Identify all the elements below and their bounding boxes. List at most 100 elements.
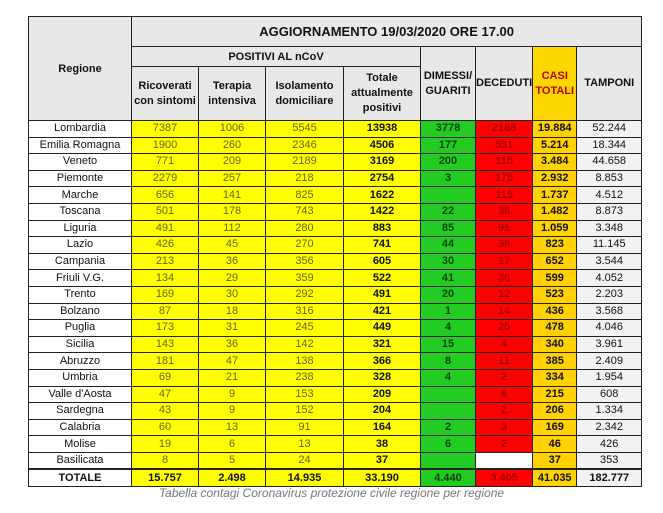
- table-row: Valle d'Aosta 47 9 153 209 6 215 608: [28, 385, 643, 404]
- cell-totale-positivi: 2754: [343, 169, 421, 188]
- cell-regione: Umbria: [28, 368, 132, 387]
- cell-ricoverati: 169: [131, 285, 199, 304]
- cell-tamponi: 52.244: [576, 120, 643, 138]
- cell-totale-positivi: 37: [343, 451, 421, 470]
- cell-dimessi: 177: [420, 136, 476, 155]
- cell-isolamento: 245: [265, 319, 344, 337]
- cell-isolamento: 292: [265, 285, 344, 304]
- cell-isolamento: 142: [265, 335, 344, 354]
- cell-isolamento: 218: [265, 169, 344, 188]
- cell-ricoverati: 47: [131, 385, 199, 404]
- cell-casi-totali: 385: [532, 352, 578, 370]
- table-row: Toscana 501 178 743 1422 22 38 1.482 8.873: [28, 202, 643, 221]
- cell-deceduti: 531: [474, 136, 534, 155]
- cell-tamponi: 2.342: [576, 418, 643, 437]
- cell-totale-positivi: 366: [343, 352, 421, 370]
- caption: Tabella contagi Coronavirus protezione c…: [158, 486, 505, 500]
- table-row: Liguria 491 112 280 883 85 91 1.059 3.348: [28, 219, 643, 238]
- cell-ricoverati: 143: [131, 335, 199, 354]
- table-row: Friuli V.G. 134 29 359 522 41 36 599 4.052: [28, 269, 643, 287]
- cell-casi-totali: 1.482: [532, 202, 578, 221]
- table-row: Piemonte 2279 257 218 2754 3 175 2.932 8.853: [28, 169, 643, 188]
- cell-dimessi: 30: [420, 252, 476, 271]
- cell-tamponi: 2.409: [576, 352, 643, 370]
- cell-deceduti: 38: [474, 202, 534, 221]
- cell-regione: Toscana: [28, 202, 132, 221]
- table-row: Basilicata 8 5 24 37 37 353: [28, 451, 643, 470]
- table-row: Sicilia 143 36 142 321 15 4 340 3.961: [28, 335, 643, 354]
- covid-regional-table: Regione AGGIORNAMENTO 19/03/2020 ORE 17.…: [28, 16, 643, 488]
- cell-tamponi: 608: [576, 385, 643, 404]
- cell-dimessi: [420, 451, 476, 470]
- cell-totale-positivi: 883: [343, 219, 421, 238]
- cell-deceduti: 175: [474, 169, 534, 188]
- cell-deceduti: 2: [474, 435, 534, 453]
- cell-terapia: 260: [198, 136, 266, 155]
- cell-totale-positivi: 204: [343, 402, 421, 420]
- cell-ricoverati: 15.757: [131, 468, 199, 488]
- cell-regione: Lazio: [28, 236, 132, 254]
- cell-tamponi: 353: [576, 451, 643, 470]
- cell-ricoverati: 173: [131, 319, 199, 337]
- cell-totale-positivi: 522: [343, 269, 421, 287]
- cell-casi-totali: 215: [532, 385, 578, 404]
- cell-tamponi: 3.348: [576, 219, 643, 238]
- cell-tamponi: 3.961: [576, 335, 643, 354]
- cell-casi-totali: 5.214: [532, 136, 578, 155]
- table-row: Veneto 771 209 2189 3169 200 115 3.484 44.658: [28, 153, 643, 171]
- cell-deceduti: 115: [474, 153, 534, 171]
- cell-casi-totali: 1.737: [532, 186, 578, 204]
- cell-terapia: 6: [198, 435, 266, 453]
- cell-deceduti: 4: [474, 335, 534, 354]
- table-row: Bolzano 87 18 316 421 1 14 436 3.568: [28, 302, 643, 321]
- cell-regione: TOTALE: [28, 468, 132, 488]
- header-isolamento: Isolamento domiciliare: [265, 66, 344, 121]
- cell-regione: Sardegna: [28, 402, 132, 420]
- table-row: Lazio 426 45 270 741 44 38 823 11.145: [28, 236, 643, 254]
- cell-dimessi: 44: [420, 236, 476, 254]
- table-row: Puglia 173 31 245 449 4 25 478 4.046: [28, 319, 643, 337]
- cell-isolamento: 2346: [265, 136, 344, 155]
- table-body: Lombardia 7387 1006 5545 13938 3778 2168 19.884…: [28, 120, 643, 488]
- cell-casi-totali: 46: [532, 435, 578, 453]
- cell-casi-totali: 1.059: [532, 219, 578, 238]
- cell-terapia: 36: [198, 335, 266, 354]
- cell-regione: Bolzano: [28, 302, 132, 321]
- cell-tamponi: 1.954: [576, 368, 643, 387]
- cell-ricoverati: 69: [131, 368, 199, 387]
- cell-dimessi: [420, 186, 476, 204]
- cell-ricoverati: 426: [131, 236, 199, 254]
- cell-regione: Marche: [28, 186, 132, 204]
- cell-deceduti: 25: [474, 319, 534, 337]
- cell-casi-totali: 2.932: [532, 169, 578, 188]
- cell-tamponi: 44.658: [576, 153, 643, 171]
- header-ricoverati: Ricoverati con sintomi: [131, 66, 199, 121]
- cell-deceduti: 11: [474, 352, 534, 370]
- cell-terapia: 5: [198, 451, 266, 470]
- cell-terapia: 209: [198, 153, 266, 171]
- cell-isolamento: 356: [265, 252, 344, 271]
- cell-totale-positivi: 4506: [343, 136, 421, 155]
- cell-isolamento: 91: [265, 418, 344, 437]
- cell-dimessi: 4.440: [420, 468, 476, 488]
- header-terapia: Terapia intensiva: [198, 66, 266, 121]
- cell-deceduti: 17: [474, 252, 534, 271]
- cell-isolamento: 14.935: [265, 468, 344, 488]
- cell-totale-positivi: 491: [343, 285, 421, 304]
- cell-ricoverati: 1900: [131, 136, 199, 155]
- cell-terapia: 29: [198, 269, 266, 287]
- header-totale-positivi: Totale attualmente positivi: [343, 66, 421, 121]
- table-row: Sardegna 43 9 152 204 2 206 1.334: [28, 402, 643, 420]
- cell-dimessi: 8: [420, 352, 476, 370]
- cell-terapia: 112: [198, 219, 266, 238]
- total-row: TOTALE 15.757 2.498 14.935 33.190 4.440 3.405 4…: [28, 468, 643, 488]
- cell-isolamento: 138: [265, 352, 344, 370]
- cell-regione: Basilicata: [28, 451, 132, 470]
- header-casi-totali: CASI TOTALI: [532, 46, 578, 121]
- cell-tamponi: 8.853: [576, 169, 643, 188]
- table-row: Molise 19 6 13 38 6 2 46 426: [28, 435, 643, 453]
- cell-tamponi: 4.512: [576, 186, 643, 204]
- cell-dimessi: [420, 385, 476, 404]
- cell-ricoverati: 8: [131, 451, 199, 470]
- cell-casi-totali: 19.884: [532, 120, 578, 138]
